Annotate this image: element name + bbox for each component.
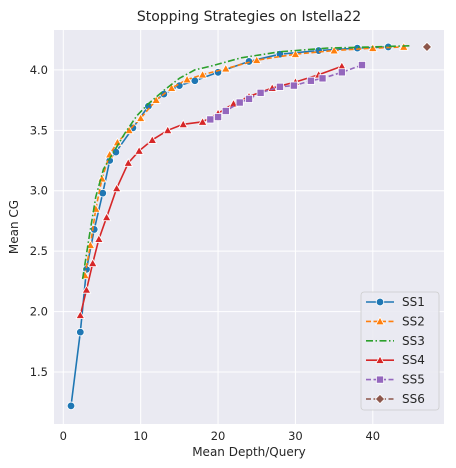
- data-point: [244, 94, 253, 103]
- legend-marker: [375, 355, 385, 364]
- data-point: [101, 212, 112, 222]
- data-point: [81, 284, 92, 294]
- data-point: [267, 82, 278, 92]
- legend-marker: [374, 393, 386, 405]
- legend-marker: [375, 375, 384, 384]
- data-point: [206, 115, 215, 124]
- data-point: [213, 68, 223, 77]
- x-tick-label: 40: [365, 429, 380, 443]
- data-point: [256, 88, 265, 97]
- legend-item-ss4: SS4: [366, 353, 425, 367]
- data-point: [314, 46, 323, 55]
- y-tick-label: 2.5: [30, 244, 48, 258]
- legend-box: [360, 291, 440, 411]
- data-point: [235, 98, 244, 107]
- legend-label: SS1: [402, 295, 425, 309]
- legend-item-ss6: SS6: [366, 392, 425, 406]
- data-point: [337, 68, 346, 77]
- data-point: [290, 49, 301, 58]
- data-point: [147, 134, 158, 144]
- data-point: [111, 183, 122, 193]
- y-tick-label: 3.0: [30, 184, 48, 198]
- data-point: [214, 113, 223, 122]
- data-point: [75, 310, 86, 319]
- series-layer: [66, 41, 433, 411]
- legend-marker: [375, 316, 385, 326]
- data-point: [197, 116, 208, 126]
- data-point: [90, 225, 99, 234]
- y-tick-label: 1.5: [30, 365, 48, 379]
- x-tick-label: 10: [133, 429, 148, 443]
- data-point: [94, 234, 104, 243]
- x-axis-label: Mean Depth/Query: [192, 445, 306, 459]
- series-line: [81, 44, 412, 280]
- data-point: [134, 145, 144, 155]
- data-point: [166, 82, 177, 92]
- data-point: [87, 258, 98, 268]
- x-tick-label: 0: [60, 429, 67, 443]
- y-tick-label: 3.5: [30, 123, 48, 137]
- legend: SS1 SS2 SS3 SS4 SS5 SS6: [360, 291, 440, 411]
- data-point: [182, 74, 192, 84]
- data-point: [135, 113, 146, 122]
- data-point: [190, 76, 200, 85]
- data-point: [197, 69, 208, 79]
- series-line: [84, 46, 404, 276]
- x-tick-label: 30: [288, 429, 303, 443]
- x-tick-label: 20: [211, 429, 226, 443]
- y-tick-label: 2.0: [30, 305, 48, 319]
- series-ss3: [81, 44, 412, 280]
- data-point: [124, 125, 134, 135]
- data-point: [66, 401, 76, 411]
- data-point: [289, 81, 298, 90]
- legend-label: SS6: [402, 392, 425, 406]
- data-point: [251, 55, 262, 64]
- legend-item-ss3: SS3: [366, 334, 425, 348]
- legend-item-ss5: SS5: [366, 373, 425, 387]
- legend-label: SS2: [402, 314, 425, 328]
- legend-item-ss2: SS2: [366, 314, 425, 328]
- legend-label: SS4: [402, 353, 425, 367]
- data-point: [162, 125, 173, 135]
- data-point: [123, 157, 134, 167]
- data-point: [357, 61, 366, 70]
- tick-labels: 0 10 20 30 40 1.5 2.0 2.5 3.0 3.5 4.0: [30, 63, 380, 443]
- data-point: [244, 57, 254, 66]
- data-point: [329, 45, 339, 55]
- series-ss6: [421, 41, 433, 53]
- chart-title: Stopping Strategies on Istella22: [137, 9, 361, 25]
- legend-item-ss1: SS1: [366, 295, 425, 309]
- data-point: [76, 327, 85, 337]
- data-point: [178, 119, 189, 129]
- y-axis-label: Mean CG: [7, 200, 21, 254]
- legend-items: SS1 SS2 SS3 SS4 SS5 SS6: [366, 295, 425, 406]
- data-point: [220, 63, 231, 73]
- series-ss5: [206, 61, 366, 124]
- data-point: [421, 41, 433, 53]
- y-tick-label: 4.0: [30, 63, 48, 77]
- data-point: [318, 74, 327, 83]
- legend-label: SS5: [402, 373, 425, 387]
- data-point: [306, 76, 315, 85]
- legend-label: SS3: [402, 334, 425, 348]
- data-point: [221, 106, 230, 115]
- legend-marker: [375, 297, 385, 307]
- data-point: [275, 82, 284, 91]
